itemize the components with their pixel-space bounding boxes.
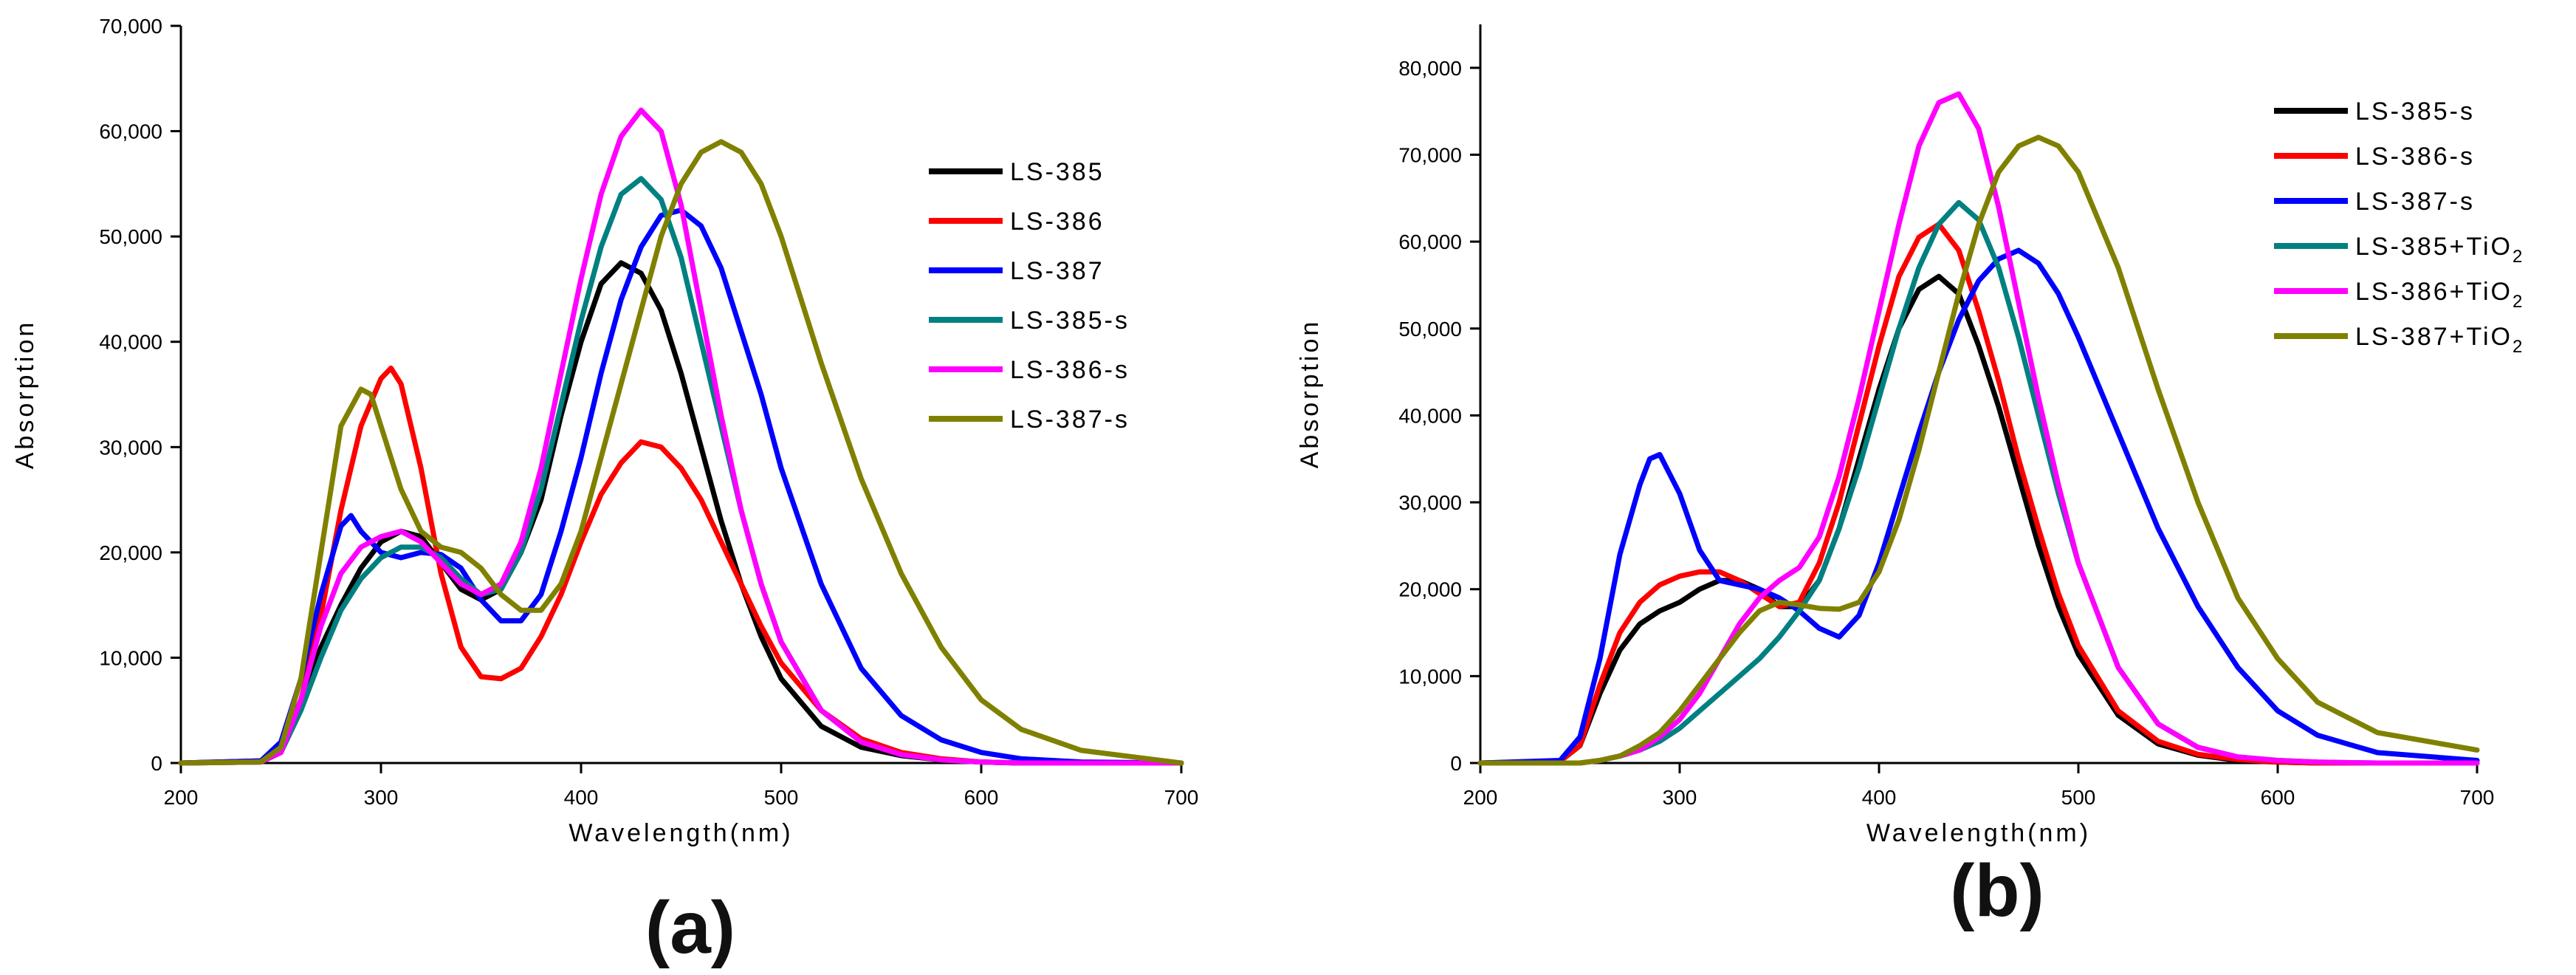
legend-label: LS-387 [1010,257,1105,285]
y-tick-label: 0 [151,752,162,775]
series-line-ls-387-s [178,139,1184,766]
legend-label: LS-386 [1010,208,1105,236]
x-axis-title: Wavelength(nm) [1866,819,2091,847]
legend-label: LS-385-s [1010,307,1130,335]
chart-panel-b: 200 300 400 500 600 700 0 10,000 20,000 30,000 40,… [1296,24,2524,932]
y-tick-label: 20,000 [1398,578,1462,601]
x-tick-label: 200 [1463,786,1498,809]
legend-label-base: LS-385-s [2355,98,2475,126]
series-line-ls-386-s [178,107,1184,766]
y-tick-label: 50,000 [99,225,162,248]
series-line-ls-387-s [1477,247,2480,766]
legend: LS-385-sLS-386-sLS-387-sLS-385+TiO2LS-38… [2274,98,2524,357]
x-tick-label: 700 [2460,786,2495,809]
y-tick-label: 40,000 [1398,404,1462,427]
y-tick-label: 10,000 [1398,665,1462,688]
legend-label-subscript: 2 [2513,292,2524,312]
x-tick-label: 500 [2061,786,2096,809]
legend-label-base: LS-387-s [2355,188,2475,216]
series-line-ls-387-tio2 [1477,134,2480,766]
legend-label-subscript: 2 [2513,247,2524,267]
x-tick-label: 200 [164,786,199,809]
x-tick-label: 600 [2261,786,2295,809]
y-tick-label: 0 [1450,752,1462,775]
chart-panel-a: 200 300 400 500 600 700 0 10,000 20,000 30,000 40,… [11,15,1198,969]
legend-label: LS-387-s [2355,188,2475,216]
legend: LS-385 LS-386 LS-387 LS-385-s LS-386-s LS-387… [929,158,1130,434]
y-axis-title: Absorption [1296,319,1324,469]
x-tick-label: 500 [764,786,799,809]
y-tick-label: 70,000 [99,15,162,38]
y-tick-label: 30,000 [1398,491,1462,514]
legend-label: LS-386-s [1010,356,1130,384]
y-tick-label: 60,000 [99,120,162,143]
series-line-ls-386-s [1477,222,2480,766]
y-tick-label: 30,000 [99,436,162,459]
panel-label: (b) [1950,849,2044,932]
legend-label: LS-386-s [2355,143,2475,171]
legend-label: LS-387+TiO2 [2355,323,2524,357]
y-tick-label: 80,000 [1398,57,1462,80]
series-line-ls-387 [178,208,1184,766]
legend-label: LS-385-s [2355,98,2475,126]
legend-label-base: LS-387+TiO [2355,323,2513,351]
y-tick-label: 60,000 [1398,230,1462,253]
series-line-ls-385 [178,260,1184,766]
x-tick-label: 700 [1164,786,1199,809]
legend-label-base: LS-386-s [2355,143,2475,171]
y-tick-label: 10,000 [99,646,162,669]
legend-label-base: LS-386+TiO [2355,278,2513,306]
legend-label-base: LS-385+TiO [2355,233,2513,261]
y-tick-label: 70,000 [1398,143,1462,166]
x-axis-title: Wavelength(nm) [569,819,793,847]
y-tick-label: 50,000 [1398,318,1462,341]
legend-label: LS-385 [1010,158,1105,186]
legend-label: LS-387-s [1010,406,1130,434]
series-line-ls-386-tio2 [1477,91,2480,766]
x-tick-label: 300 [364,786,399,809]
y-axis-title: Absorption [11,320,39,470]
x-tick-label: 300 [1663,786,1697,809]
y-tick-label: 20,000 [99,541,162,564]
panel-label: (a) [645,886,735,969]
legend-label-subscript: 2 [2513,337,2524,357]
y-tick-label: 40,000 [99,331,162,354]
x-tick-label: 400 [1862,786,1897,809]
legend-label: LS-386+TiO2 [2355,278,2524,312]
legend-label: LS-385+TiO2 [2355,233,2524,267]
x-tick-label: 600 [964,786,999,809]
series-line-ls-385-tio2 [1477,199,2480,766]
x-tick-label: 400 [564,786,599,809]
